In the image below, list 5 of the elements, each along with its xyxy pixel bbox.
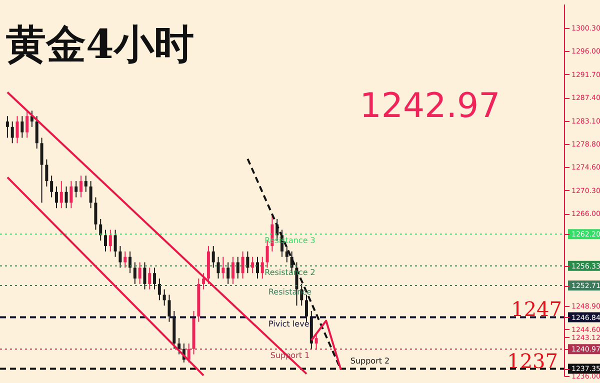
ref-line-label: Support 2 <box>350 356 390 366</box>
annotation: 1237 <box>507 349 558 373</box>
annotation: 1242.97 <box>360 86 500 126</box>
chart-title: 黄金4小时 <box>6 21 194 68</box>
annotation: 1247 <box>511 297 562 321</box>
